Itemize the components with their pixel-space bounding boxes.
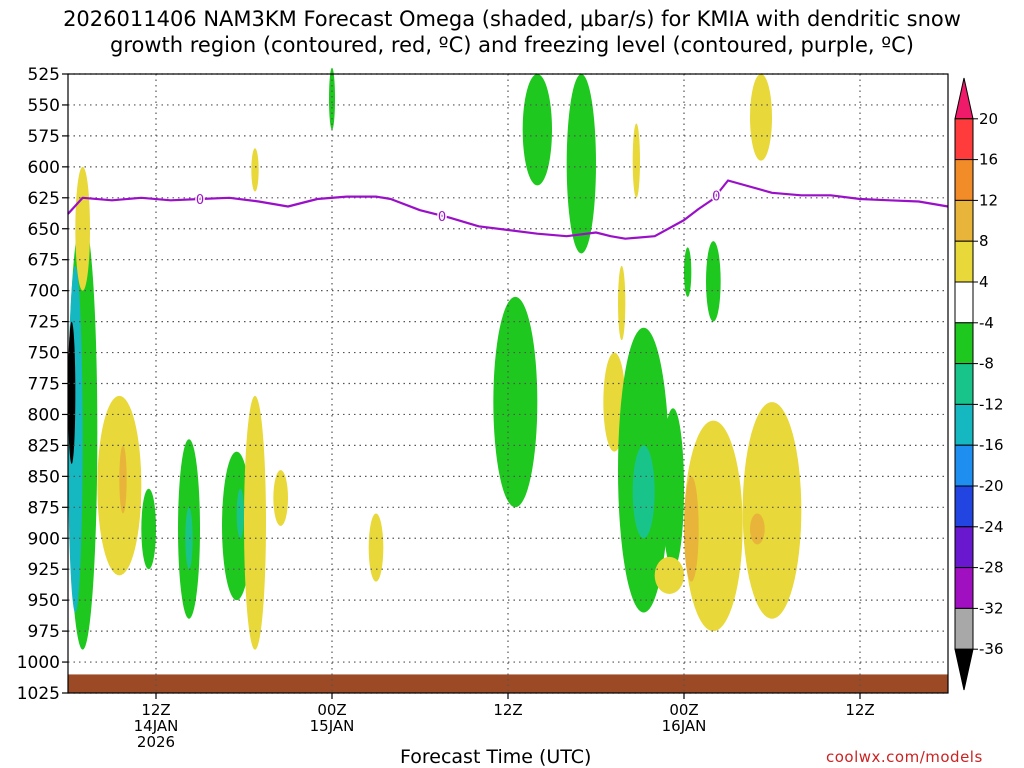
omega-region <box>251 148 259 192</box>
colorbar-segment <box>954 485 974 528</box>
colorbar-segment <box>954 526 974 569</box>
y-tick-label: 850 <box>28 467 60 487</box>
y-tick-label: 625 <box>28 189 60 209</box>
y-tick-label: 600 <box>28 158 60 178</box>
colorbar-tick-label: 20 <box>979 110 998 128</box>
colorbar-tick-label: 16 <box>979 151 998 169</box>
omega-region <box>244 395 266 650</box>
y-tick-label: 875 <box>28 498 60 518</box>
omega-region <box>742 402 802 619</box>
y-tick-label: 675 <box>28 251 60 271</box>
x-tick-label: 16JAN <box>662 717 707 735</box>
colorbar-segment <box>954 567 974 609</box>
freezing-level-label: 0 <box>712 189 720 204</box>
omega-region <box>684 247 692 297</box>
colorbar-segment <box>954 159 974 201</box>
colorbar-top-arrow <box>954 77 974 120</box>
colorbar-tick-label: -16 <box>979 436 1004 454</box>
omega-region <box>368 513 384 582</box>
colorbar-tick-label: -28 <box>979 559 1004 577</box>
colorbar-tick-label: 12 <box>979 191 998 209</box>
colorbar-tick-label: -12 <box>979 395 1004 413</box>
x-tick-label: 12Z <box>845 701 874 719</box>
omega-region <box>654 556 684 594</box>
colorbar-bottom-arrow <box>954 648 974 691</box>
omega-region <box>68 321 76 464</box>
y-tick-label: 650 <box>28 220 60 240</box>
y-tick-label: 975 <box>28 622 60 642</box>
omega-region <box>236 488 244 539</box>
y-tick-label: 1025 <box>17 684 60 704</box>
omega-region <box>222 451 252 601</box>
x-tick-label: 2026 <box>137 733 175 751</box>
freezing-level-label: 0 <box>438 210 446 225</box>
colorbar-tick-label: -24 <box>979 518 1004 536</box>
y-tick-label: 925 <box>28 560 60 580</box>
terrain-band <box>68 674 948 693</box>
omega-region <box>632 123 640 198</box>
omega-region <box>522 74 552 186</box>
omega-region <box>566 74 596 254</box>
colorbar-tick-label: -32 <box>979 599 1004 617</box>
y-tick-label: 575 <box>28 127 60 147</box>
chart-title-line2: growth region (contoured, red, ºC) and f… <box>110 33 914 57</box>
colorbar-segment <box>954 281 974 324</box>
colorbar-tick-label: -4 <box>979 314 994 332</box>
colorbar-segment <box>954 240 974 283</box>
y-tick-label: 825 <box>28 436 60 456</box>
y-tick-label: 775 <box>28 375 60 395</box>
y-tick-label: 1000 <box>17 653 60 673</box>
omega-region <box>329 67 335 130</box>
colorbar-tick-label: -36 <box>979 640 1004 658</box>
freezing-level-label: 0 <box>196 193 204 208</box>
omega-region <box>706 241 721 322</box>
colorbar-tick-label: -8 <box>979 355 994 373</box>
omega-region <box>141 488 157 570</box>
y-tick-label: 725 <box>28 313 60 333</box>
y-tick-label: 550 <box>28 96 60 116</box>
x-tick-label: 00Z <box>317 701 346 719</box>
colorbar-segment <box>954 199 974 242</box>
omega-region <box>618 265 626 341</box>
x-tick-label: 12Z <box>141 701 170 719</box>
colorbar-tick-label: -20 <box>979 477 1004 495</box>
colorbar-tick-label: 8 <box>979 232 989 250</box>
credit-link[interactable]: coolwx.com/models <box>826 748 983 766</box>
y-tick-label: 800 <box>28 405 60 425</box>
omega-region <box>493 296 538 508</box>
omega-region <box>273 470 288 526</box>
x-tick-label: 00Z <box>669 701 698 719</box>
colorbar-segment <box>954 118 974 161</box>
omega-region <box>75 166 90 291</box>
colorbar-segment <box>954 322 974 365</box>
omega-region <box>750 74 772 161</box>
colorbar-segment <box>954 444 974 487</box>
omega-region <box>97 395 142 576</box>
colorbar-segment <box>954 607 974 650</box>
omega-region <box>119 445 127 514</box>
freezing-level-line <box>67 179 949 240</box>
omega-region <box>684 476 699 582</box>
x-tick-label: 15JAN <box>310 717 355 735</box>
chart-title-line1: 2026011406 NAM3KM Forecast Omega (shaded… <box>63 7 961 31</box>
omega-region <box>750 513 765 545</box>
x-tick-label: 14JAN <box>134 717 179 735</box>
y-tick-label: 950 <box>28 591 60 611</box>
colorbar-segment <box>954 403 974 446</box>
y-tick-label: 900 <box>28 529 60 549</box>
omega-region <box>632 445 655 539</box>
y-tick-label: 525 <box>28 65 60 85</box>
y-tick-label: 700 <box>28 282 60 302</box>
colorbar-tick-label: 4 <box>979 273 989 291</box>
x-axis-label: Forecast Time (UTC) <box>400 746 592 768</box>
omega-region <box>662 408 684 570</box>
x-tick-label: 12Z <box>493 701 522 719</box>
colorbar-segment <box>954 363 974 405</box>
omega-region <box>684 420 743 632</box>
y-tick-label: 750 <box>28 344 60 364</box>
